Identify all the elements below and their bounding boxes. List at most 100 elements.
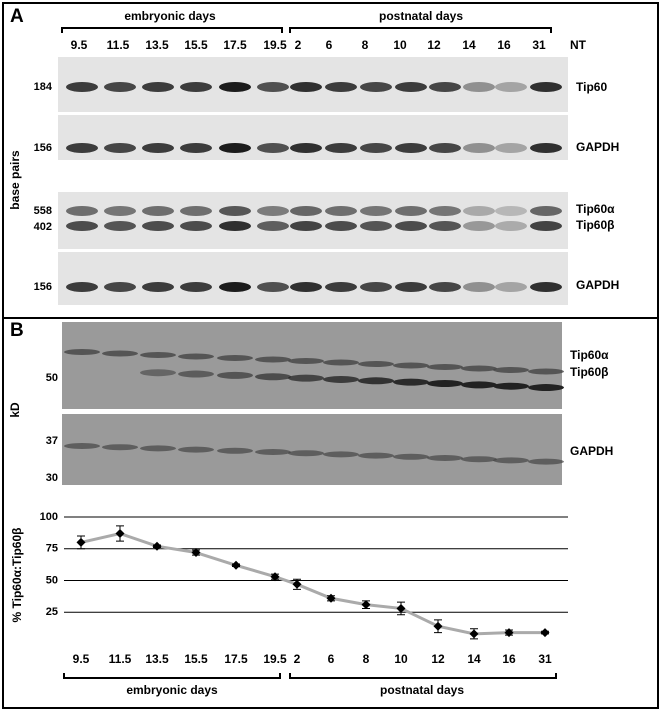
x-tick-label: 17.5 <box>224 652 248 666</box>
lane-label: 13.5 <box>145 38 169 52</box>
band <box>180 221 212 231</box>
band <box>66 143 98 153</box>
lane-label: 10 <box>393 38 407 52</box>
marker-label: 50 <box>46 372 58 384</box>
band <box>393 453 429 460</box>
band <box>528 384 564 392</box>
band-label: GAPDH <box>576 140 619 154</box>
x-tick-label: 10 <box>394 652 408 666</box>
band <box>427 455 463 461</box>
lane-label: 6 <box>326 38 333 52</box>
band <box>290 282 322 292</box>
blot <box>58 57 568 160</box>
band <box>395 206 427 216</box>
band <box>360 82 392 92</box>
group-label: embryonic days <box>124 9 216 23</box>
band <box>463 143 495 153</box>
band <box>393 362 429 369</box>
band <box>140 352 176 358</box>
panel-label: A <box>10 6 24 27</box>
band <box>325 143 357 153</box>
band <box>104 143 136 153</box>
band <box>493 367 529 373</box>
band <box>219 82 251 92</box>
data-point <box>292 579 302 589</box>
data-point <box>270 572 280 582</box>
band <box>429 82 461 92</box>
band <box>461 456 497 463</box>
panel-label: B <box>10 320 24 341</box>
band <box>427 380 463 387</box>
band <box>288 374 324 382</box>
band <box>217 355 253 361</box>
x-tick-label: 11.5 <box>109 652 132 666</box>
band <box>219 282 251 292</box>
band-label: GAPDH <box>570 444 613 458</box>
lane-label: 31 <box>532 38 546 52</box>
band <box>463 82 495 92</box>
band <box>429 282 461 292</box>
data-point <box>76 537 86 547</box>
x-tick-label: 9.5 <box>73 652 90 666</box>
panel-b-frame <box>2 317 659 709</box>
band <box>360 221 392 231</box>
band <box>104 282 136 292</box>
band <box>290 221 322 231</box>
lane-label: 2 <box>295 38 302 52</box>
band <box>393 378 429 386</box>
band <box>429 221 461 231</box>
band <box>104 221 136 231</box>
band <box>104 82 136 92</box>
band <box>142 282 174 292</box>
data-point <box>115 529 125 539</box>
group-label: embryonic days <box>126 683 218 697</box>
band <box>461 381 497 389</box>
band <box>255 356 291 363</box>
band <box>530 282 562 292</box>
x-tick-label: 31 <box>538 652 552 666</box>
band <box>178 446 214 453</box>
band <box>360 282 392 292</box>
group-bracket <box>61 27 552 33</box>
data-point <box>231 560 241 570</box>
band <box>530 221 562 231</box>
band <box>257 143 289 153</box>
band <box>463 221 495 231</box>
band <box>140 445 176 452</box>
band <box>360 206 392 216</box>
band <box>180 82 212 92</box>
x-tick-label: 8 <box>363 652 370 666</box>
data-point <box>540 628 550 638</box>
x-tick-label: 14 <box>467 652 481 666</box>
band <box>64 349 100 355</box>
blot-separator <box>58 249 568 252</box>
band <box>395 143 427 153</box>
band <box>530 206 562 216</box>
data-point <box>152 541 162 551</box>
band <box>64 443 100 449</box>
band-label: Tip60β <box>576 218 614 232</box>
band <box>219 221 251 231</box>
lane-label: 15.5 <box>184 38 208 52</box>
band <box>325 221 357 231</box>
lane-label: 9.5 <box>71 38 88 52</box>
band <box>358 452 394 459</box>
band <box>323 451 359 458</box>
band <box>180 282 212 292</box>
marker-label: 184 <box>34 81 53 93</box>
lane-label: 12 <box>427 38 441 52</box>
band <box>429 143 461 153</box>
x-tick-label: 19.5 <box>263 652 287 666</box>
blot-separator <box>62 409 562 414</box>
axis-label: kD <box>8 402 22 418</box>
band <box>323 359 359 366</box>
band <box>530 143 562 153</box>
data-point <box>433 621 443 631</box>
band <box>495 82 527 92</box>
band <box>395 221 427 231</box>
band <box>495 143 527 153</box>
data-point <box>191 548 201 558</box>
band-label: Tip60 <box>576 80 607 94</box>
x-tick-label: 2 <box>294 652 301 666</box>
